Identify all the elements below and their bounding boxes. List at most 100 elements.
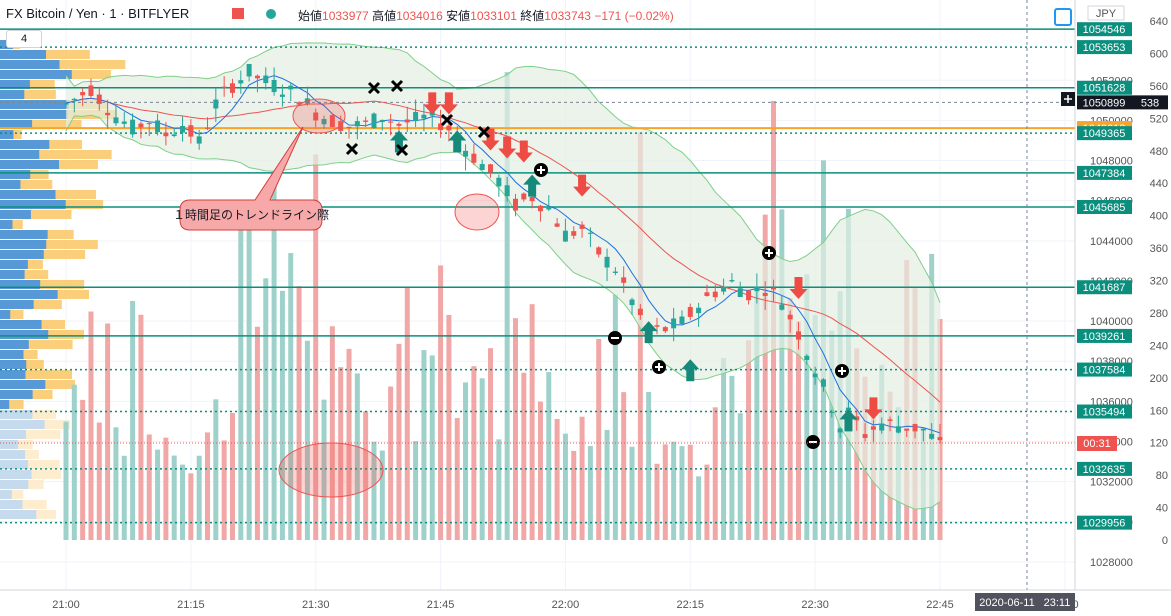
level-price-tag-text: 1051628 <box>1083 83 1126 95</box>
volume-tick-label: 440 <box>1150 178 1168 190</box>
volume-bar <box>321 399 327 540</box>
candle-body <box>488 164 494 173</box>
candle-body <box>421 114 427 119</box>
plus-mark-icon <box>838 367 846 375</box>
candle-body <box>130 119 136 135</box>
level-price-tag <box>1077 126 1132 141</box>
volume-profile-bar <box>0 380 46 389</box>
volume-bar <box>737 413 743 540</box>
candle-body <box>671 318 677 329</box>
volume-bar <box>329 326 335 540</box>
candle-body <box>920 428 926 431</box>
volume-bar <box>479 378 485 540</box>
buy-arrow-icon <box>639 321 658 344</box>
candle-body <box>388 121 394 123</box>
level-price-tag-text: 1053653 <box>1083 42 1126 54</box>
highlight-ellipse <box>292 98 346 134</box>
chart-header: FX Bitcoin / Yen · 1 · BITFLYER 始値103397… <box>0 0 1075 28</box>
volume-profile-bar <box>0 170 31 179</box>
volume-profile-bar <box>0 90 56 99</box>
candle-body <box>313 112 319 121</box>
volume-profile-bar <box>0 340 73 349</box>
interval-badge[interactable]: 4 <box>6 30 42 48</box>
price-tick-label: 1048000 <box>1090 156 1133 168</box>
candle-body <box>496 177 502 187</box>
volume-profile-bar <box>0 220 13 229</box>
close-value: 1033743 <box>544 9 591 23</box>
candle-body <box>379 119 385 123</box>
volume-tick-label: 560 <box>1150 81 1168 93</box>
close-mark-icon <box>395 143 409 157</box>
volume-bar <box>646 392 652 540</box>
settings-icon[interactable] <box>1054 8 1072 26</box>
candle-body <box>729 280 735 282</box>
volume-bar <box>512 318 518 540</box>
volume-profile-bar <box>0 360 27 369</box>
candle-body <box>88 85 94 96</box>
volume-profile-bar <box>0 210 31 219</box>
candle-body <box>596 247 602 255</box>
candle-body <box>396 123 402 126</box>
volume-tick-label: 520 <box>1150 113 1168 125</box>
plus-mark-icon <box>537 166 545 174</box>
level-note-tag <box>1132 95 1168 110</box>
close-mark-icon <box>390 79 404 93</box>
visibility-icon[interactable] <box>266 9 276 19</box>
sell-arrow-icon <box>573 174 592 197</box>
candle-body <box>196 136 202 144</box>
volume-profile-bar <box>0 270 25 279</box>
volume-bar <box>571 450 577 540</box>
candle-body <box>321 119 327 125</box>
candle-body <box>438 123 444 131</box>
candle-body <box>754 286 760 292</box>
flag-icon[interactable] <box>232 8 244 19</box>
moving-average-fast <box>65 75 941 434</box>
volume-bar <box>288 253 294 541</box>
volume-bar <box>313 154 319 540</box>
sell-arrow-icon <box>498 136 517 159</box>
volume-profile-bar <box>0 340 29 349</box>
level-price-tag <box>1077 404 1132 419</box>
candle-body <box>296 102 302 105</box>
highlight-ellipse <box>454 193 500 231</box>
candle-body <box>887 419 893 421</box>
volume-bar <box>396 343 402 540</box>
volume-tick-label: 400 <box>1150 211 1168 223</box>
volume-tick-label: 40 <box>1156 503 1168 515</box>
candle-body <box>529 196 535 202</box>
candle-body <box>795 331 801 340</box>
low-label: 安値 <box>446 9 471 23</box>
volume-profile-bar <box>0 60 60 69</box>
volume-bar <box>729 375 735 540</box>
candle-body <box>746 290 752 301</box>
volume-bar <box>296 286 302 540</box>
candle-body <box>512 198 518 211</box>
candle-body <box>71 98 77 101</box>
volume-profile-bar <box>0 50 47 59</box>
volume-bar <box>354 373 360 540</box>
high-label: 高値 <box>372 9 397 23</box>
candle-body <box>771 287 777 290</box>
volume-profile-bar <box>0 250 44 259</box>
volume-bar <box>188 473 194 540</box>
volume-bar <box>171 455 177 540</box>
volume-tick-label: 120 <box>1150 438 1168 450</box>
candle-body <box>637 308 643 316</box>
candle-body <box>221 86 227 88</box>
candle-body <box>829 411 835 413</box>
volume-profile-bar <box>0 430 26 439</box>
candle-body <box>554 223 560 227</box>
crosshair-time-tag <box>975 593 1075 611</box>
volume-bar <box>446 314 452 540</box>
sell-arrow-icon <box>789 276 808 299</box>
candle-body <box>837 428 843 433</box>
volume-bar <box>130 300 136 540</box>
candle-body <box>329 115 335 127</box>
candle-body <box>804 355 810 360</box>
volume-profile-bar <box>0 420 45 429</box>
symbol-title[interactable]: FX Bitcoin / Yen · 1 · BITFLYER <box>6 6 190 21</box>
level-price-tag <box>1077 80 1132 95</box>
change-value: −171 (−0.02%) <box>594 9 674 23</box>
volume-bar <box>629 446 635 540</box>
